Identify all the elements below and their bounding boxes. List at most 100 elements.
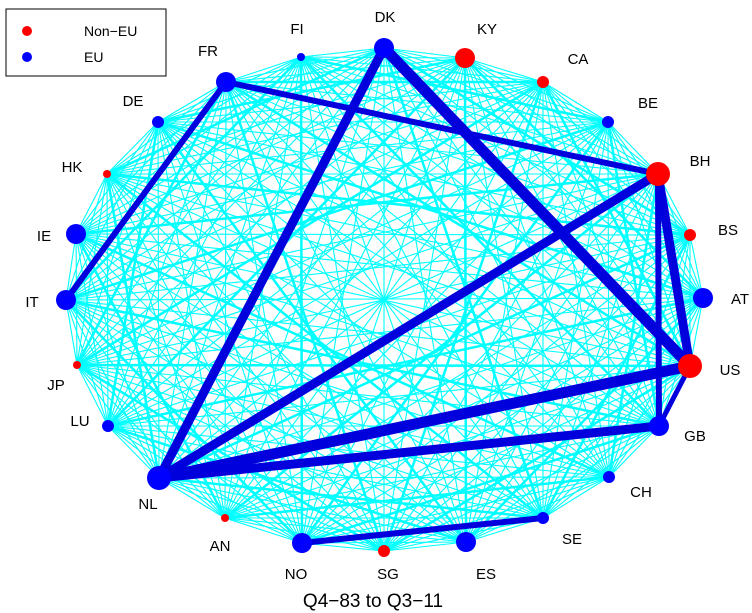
edge-no-fi (299, 56, 304, 544)
edge-it-de (65, 121, 159, 301)
edge-bs-at (689, 234, 704, 299)
edge-us-jp (76, 363, 691, 368)
node-hk (103, 170, 111, 178)
edge-an-fr (224, 81, 227, 519)
edge-bs-no (301, 234, 691, 544)
node-label-ie: IE (37, 228, 51, 245)
edge-it-fi (65, 56, 302, 301)
edge-dk-ch (383, 47, 610, 478)
edge-jp-de (76, 121, 159, 366)
edge-at-it (65, 297, 704, 301)
edge-bs-it (65, 234, 691, 301)
edge-be-bh (607, 121, 659, 175)
node-sg (378, 545, 390, 557)
edge-jp-ie (75, 233, 78, 366)
node-label-jp: JP (47, 377, 65, 394)
node-ie (66, 224, 86, 244)
node-dk (374, 38, 394, 58)
edge-lu-fr (107, 81, 227, 427)
edge-us-fr (225, 80, 691, 368)
edge-ie-hk (75, 173, 108, 235)
edge-ch-se (542, 476, 610, 519)
edge-hk-fr (106, 81, 227, 175)
node-lu (102, 420, 114, 432)
node-us (678, 354, 702, 378)
node-label-nl: NL (138, 496, 157, 513)
edge-es-de (156, 121, 468, 543)
edge-at-de (157, 120, 704, 300)
edge-us-hk (106, 173, 691, 367)
edge-jp-fr (75, 81, 228, 366)
edge-ky-an (224, 57, 466, 519)
edge-ky-sg (383, 57, 466, 552)
node-bs (684, 229, 696, 241)
node-at (693, 288, 713, 308)
strong-edge-nl-gb (154, 421, 664, 483)
strong-edge-dk-us (378, 42, 696, 372)
light-edges (65, 46, 704, 553)
edge-bs-fr (225, 81, 691, 236)
edge-es-an (224, 517, 467, 543)
node-an (221, 514, 229, 522)
edge-es-hk (106, 173, 467, 543)
edge-us-sg (383, 364, 691, 553)
edge-dk-bs (383, 46, 691, 237)
node-ch (603, 471, 615, 483)
edge-an-hk (106, 173, 226, 519)
edge-bs-gb (658, 234, 691, 427)
node-ky (455, 48, 475, 68)
edge-be-fi (300, 55, 609, 124)
edge-ca-sg (382, 81, 545, 552)
diagram-caption: Q4−83 to Q3−11 (303, 591, 443, 612)
edge-lu-de (106, 121, 160, 427)
edge-se-it (65, 299, 544, 519)
edge-ca-fi (300, 56, 544, 83)
edge-no-jp (76, 364, 303, 544)
node-gb (649, 416, 669, 436)
edge-at-lu (107, 296, 704, 428)
edge-es-sg (383, 541, 467, 552)
edge-us-se (542, 365, 691, 519)
edge-lu-ie (75, 233, 109, 427)
edge-ch-fi (300, 56, 610, 478)
edge-nl-fi (158, 56, 302, 479)
edge-lu-fi (107, 56, 302, 427)
node-es (456, 532, 476, 552)
edge-be-fr (225, 81, 609, 123)
edge-sg-de (157, 121, 385, 552)
edge-fr-fi (225, 56, 302, 83)
edge-it-ie (65, 233, 77, 301)
edge-es-lu (107, 424, 467, 544)
edge-es-ie (75, 233, 467, 543)
edge-lu-it (65, 299, 109, 427)
node-label-dk: DK (375, 9, 396, 26)
edge-sg-fi (300, 56, 385, 552)
node-label-at: AT (731, 291, 749, 308)
nodes (56, 38, 713, 557)
strong-edge-dk-nl (154, 43, 389, 483)
edge-dk-be (383, 47, 609, 123)
edge-dk-ie (75, 47, 385, 235)
node-nl (147, 466, 171, 490)
legend-box (5, 8, 167, 77)
edge-gb-ch (608, 425, 660, 478)
legend-marker-non-eu (22, 26, 32, 36)
edge-nl-fr (158, 81, 227, 479)
edge-gb-fr (225, 81, 660, 427)
legend-label-non-eu: Non−EU (84, 23, 137, 39)
edge-jp-it (65, 299, 78, 366)
edge-us-de (157, 121, 691, 367)
edge-bh-fi (300, 56, 659, 175)
edge-nl-jp (76, 364, 160, 479)
edge-ky-at (464, 57, 704, 299)
node-be (602, 116, 614, 128)
edge-es-fi (300, 56, 467, 543)
legend-label-eu: EU (84, 49, 103, 65)
edge-no-nl (158, 477, 303, 544)
edge-ch-jp (76, 364, 610, 478)
edge-ch-an (224, 475, 610, 520)
edge-bh-jp (76, 173, 659, 366)
edge-ch-it (65, 299, 610, 478)
edge-no-de (157, 121, 303, 544)
edge-lu-jp (76, 364, 109, 427)
